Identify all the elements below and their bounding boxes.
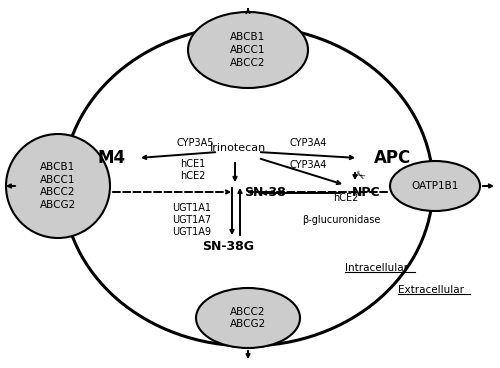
Text: ABCC2
ABCG2: ABCC2 ABCG2 <box>230 307 266 329</box>
Text: CYP3A5: CYP3A5 <box>176 138 214 148</box>
Text: hCE1
hCE2: hCE1 hCE2 <box>180 159 206 181</box>
Ellipse shape <box>6 134 110 238</box>
Text: Extracellular: Extracellular <box>398 285 464 295</box>
Text: CYP3A4: CYP3A4 <box>290 138 327 148</box>
Text: SN-38: SN-38 <box>244 185 286 198</box>
Text: Intracellular: Intracellular <box>345 263 408 273</box>
Text: NPC: NPC <box>352 187 380 199</box>
Ellipse shape <box>196 288 300 348</box>
Text: OATP1B1: OATP1B1 <box>412 181 459 191</box>
Text: M4: M4 <box>98 149 126 167</box>
Text: β-glucuronidase: β-glucuronidase <box>302 215 380 225</box>
Text: SN-38G: SN-38G <box>202 241 254 254</box>
Text: ✂: ✂ <box>351 168 367 184</box>
Ellipse shape <box>390 161 480 211</box>
Text: UGT1A1
UGT1A7
UGT1A9: UGT1A1 UGT1A7 UGT1A9 <box>172 203 212 237</box>
Text: ABCB1
ABCC1
ABCC2: ABCB1 ABCC1 ABCC2 <box>230 32 266 68</box>
Ellipse shape <box>188 12 308 88</box>
Text: hCE2: hCE2 <box>333 193 358 203</box>
Text: ABCB1
ABCC1
ABCC2
ABCG2: ABCB1 ABCC1 ABCC2 ABCG2 <box>40 162 76 210</box>
Text: Irinotecan: Irinotecan <box>210 143 266 153</box>
Text: CYP3A4: CYP3A4 <box>290 160 328 170</box>
Text: APC: APC <box>374 149 411 167</box>
